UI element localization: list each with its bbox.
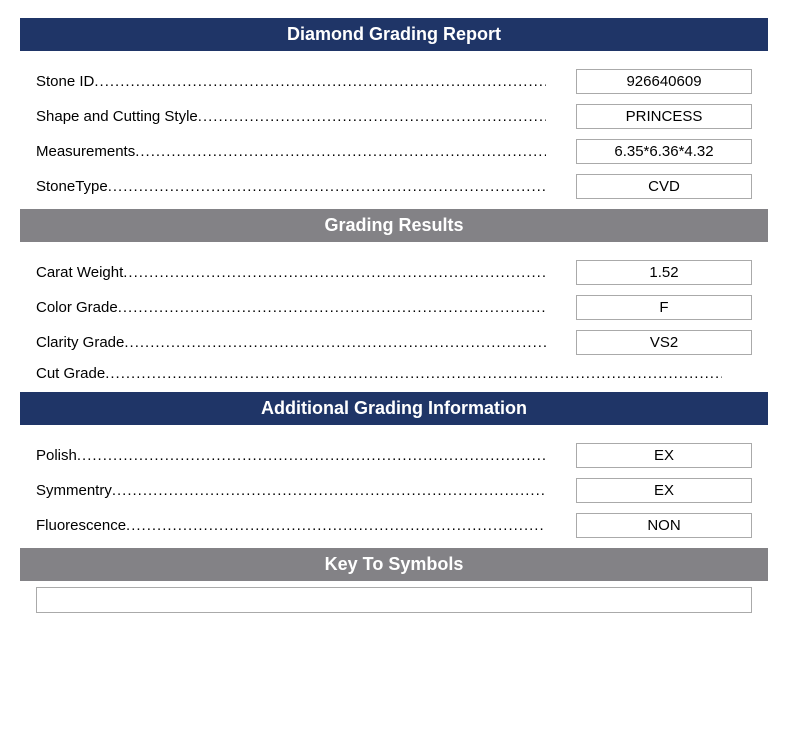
grading-section: Carat Weight 1.52 Color Grade F Clarity … (20, 260, 768, 382)
row-color: Color Grade F (36, 295, 752, 320)
row-stone-type: StoneType CVD (36, 174, 752, 199)
label-polish: Polish (36, 447, 576, 464)
additional-header: Additional Grading Information (20, 392, 768, 425)
dots (118, 299, 546, 316)
label-stone-type: StoneType (36, 178, 576, 195)
symbols-header: Key To Symbols (20, 548, 768, 581)
grading-header: Grading Results (20, 209, 768, 242)
label-measurements: Measurements (36, 143, 576, 160)
dots (126, 517, 546, 534)
row-fluorescence: Fluorescence NON (36, 513, 752, 538)
label-text: StoneType (36, 178, 108, 195)
value-measurements: 6.35*6.36*4.32 (576, 139, 752, 164)
row-clarity: Clarity Grade VS2 (36, 330, 752, 355)
dots (135, 143, 546, 160)
label-text: Symmentry (36, 482, 112, 499)
label-shape: Shape and Cutting Style (36, 108, 576, 125)
label-text: Fluorescence (36, 517, 126, 534)
value-stone-id: 926640609 (576, 69, 752, 94)
row-cut: Cut Grade (36, 365, 752, 382)
symbols-box (36, 587, 752, 613)
value-polish: EX (576, 443, 752, 468)
row-carat: Carat Weight 1.52 (36, 260, 752, 285)
label-text: Carat Weight (36, 264, 123, 281)
label-cut: Cut Grade (36, 365, 752, 382)
additional-section: Polish EX Symmentry EX Fluorescence NON (20, 443, 768, 538)
label-text: Clarity Grade (36, 334, 124, 351)
label-carat: Carat Weight (36, 264, 576, 281)
label-text: Measurements (36, 143, 135, 160)
value-symmetry: EX (576, 478, 752, 503)
value-carat: 1.52 (576, 260, 752, 285)
dots (108, 178, 546, 195)
dots (124, 334, 546, 351)
row-symmetry: Symmentry EX (36, 478, 752, 503)
dots (198, 108, 546, 125)
dots (105, 365, 722, 382)
label-stone-id: Stone ID (36, 73, 576, 90)
label-text: Shape and Cutting Style (36, 108, 198, 125)
label-text: Stone ID (36, 73, 94, 90)
label-text: Cut Grade (36, 365, 105, 382)
label-text: Polish (36, 447, 77, 464)
label-symmetry: Symmentry (36, 482, 576, 499)
row-measurements: Measurements 6.35*6.36*4.32 (36, 139, 752, 164)
value-clarity: VS2 (576, 330, 752, 355)
row-shape: Shape and Cutting Style PRINCESS (36, 104, 752, 129)
dots (123, 264, 546, 281)
main-section: Stone ID 926640609 Shape and Cutting Sty… (20, 69, 768, 199)
value-color: F (576, 295, 752, 320)
dots (77, 447, 546, 464)
dots (94, 73, 546, 90)
value-fluorescence: NON (576, 513, 752, 538)
main-header: Diamond Grading Report (20, 18, 768, 51)
value-shape: PRINCESS (576, 104, 752, 129)
label-fluorescence: Fluorescence (36, 517, 576, 534)
label-clarity: Clarity Grade (36, 334, 576, 351)
row-polish: Polish EX (36, 443, 752, 468)
label-color: Color Grade (36, 299, 576, 316)
dots (112, 482, 546, 499)
value-stone-type: CVD (576, 174, 752, 199)
row-stone-id: Stone ID 926640609 (36, 69, 752, 94)
label-text: Color Grade (36, 299, 118, 316)
